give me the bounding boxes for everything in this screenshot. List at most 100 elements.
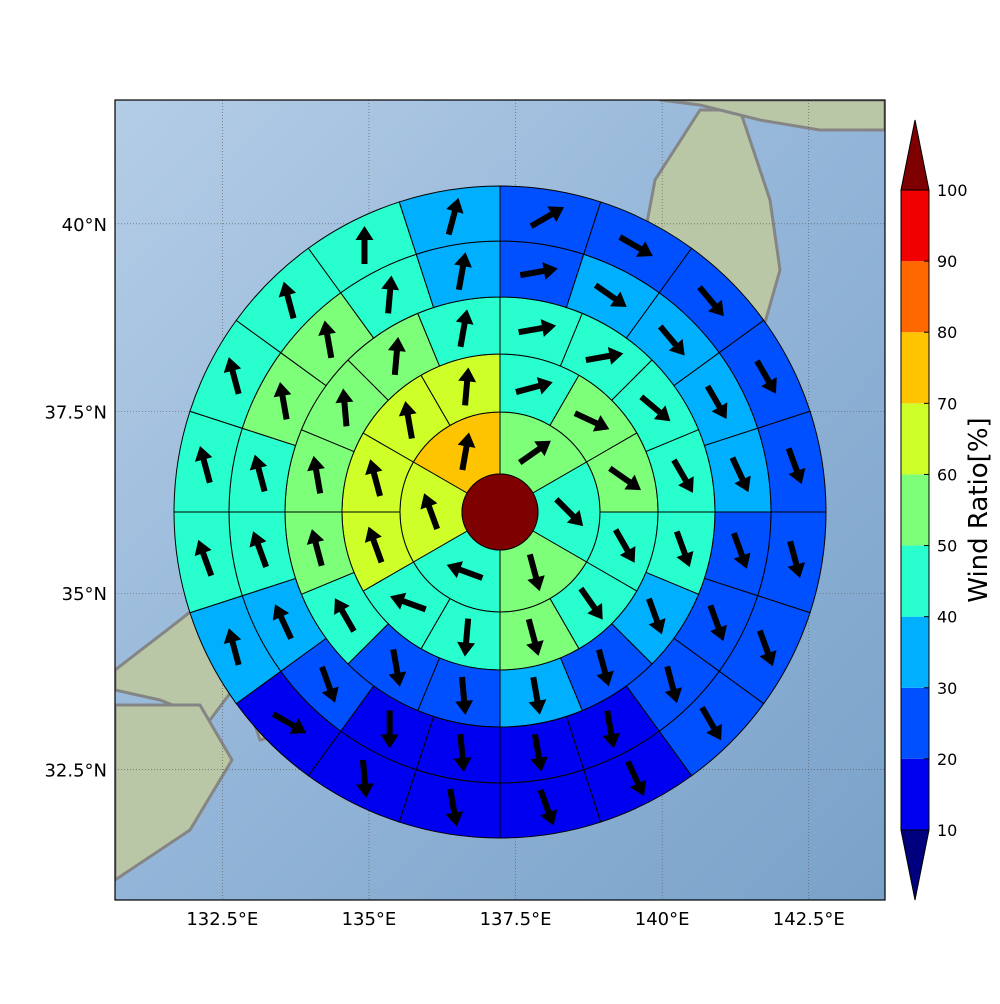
wind-arrow <box>578 586 603 620</box>
wind-arrow <box>457 432 476 471</box>
y-tick-label: 40°N <box>62 215 107 236</box>
wind-arrow <box>664 665 683 704</box>
colorbar-tick-label: 40 <box>937 608 957 627</box>
wind-arrow <box>381 275 400 314</box>
x-tick-label: 140°E <box>635 909 690 930</box>
wind-arrow <box>249 454 268 493</box>
colorbar-tick-label: 80 <box>937 323 957 342</box>
colorbar-bin <box>901 190 929 262</box>
wind-arrow <box>529 206 565 229</box>
wind-arrow <box>518 440 551 466</box>
wind-arrow <box>455 676 474 715</box>
wind-arrow <box>307 455 325 494</box>
x-tick-label: 137.5°E <box>480 909 552 930</box>
wind-arrow <box>380 710 399 749</box>
wind-arrow <box>625 760 647 797</box>
colorbar-extend-under <box>900 829 930 901</box>
wind-arrow <box>335 388 354 427</box>
wind-arrow <box>420 493 440 530</box>
wind-arrow <box>639 394 671 422</box>
wind-arrow <box>306 529 325 567</box>
colorbar-bin <box>901 332 929 404</box>
wind-arrow <box>528 676 547 715</box>
colorbar-frame <box>900 189 930 831</box>
wind-arrow <box>596 648 614 687</box>
colorbar-tick-label: 90 <box>937 252 957 271</box>
colorbar-bin <box>901 687 929 759</box>
wind-arrow <box>657 324 685 356</box>
colorbar-bin <box>901 403 929 475</box>
wind-arrow <box>515 377 553 395</box>
y-tick-label: 35°N <box>62 584 107 605</box>
colorbar-tick-label: 50 <box>937 537 957 556</box>
x-tick-label: 132.5°E <box>186 909 258 930</box>
wind-arrow <box>697 285 724 317</box>
wind-arrow <box>754 359 777 394</box>
wind-arrow <box>602 710 621 749</box>
wind-arrow <box>389 592 427 613</box>
x-tick-label: 135°E <box>342 909 397 930</box>
wind-arrow <box>278 281 297 320</box>
wind-arrow <box>618 234 653 257</box>
wind-arrow <box>518 319 557 337</box>
wind-arrow <box>671 458 694 493</box>
colorbar-bin <box>901 474 929 546</box>
land-hokkaido <box>658 100 885 132</box>
wind-arrow <box>365 459 383 497</box>
wind-arrow <box>272 604 294 640</box>
wind-arrow <box>787 540 806 579</box>
wind-arrow <box>554 497 584 527</box>
wind-arrow <box>525 618 544 656</box>
wind-arrow <box>608 465 641 491</box>
colorbar-tick-label: 10 <box>937 821 957 840</box>
colorbar-tick-label: 70 <box>937 394 957 413</box>
wind-arrow <box>271 711 307 734</box>
axis-ticks: 132.5°E 135°E 137.5°E 140°E 142.5°E 32.5°N 35°… <box>44 215 844 930</box>
y-tick-label: 37.5°N <box>44 403 107 424</box>
y-tick-label: 32.5°N <box>44 760 107 781</box>
wind-arrow <box>585 347 624 365</box>
wind-arrow <box>673 530 694 568</box>
map-frame <box>114 99 886 901</box>
wind-arrow <box>249 531 269 568</box>
wind-arrow <box>194 445 213 484</box>
colorbar: 10 20 30 40 50 60 70 80 90 100 <box>900 119 968 901</box>
colorbar-tick-label: 60 <box>937 465 957 484</box>
land-kyushu <box>115 703 234 882</box>
wind-arrow <box>731 532 751 569</box>
wind-arrow <box>387 337 406 376</box>
wind-arrow <box>388 648 407 687</box>
wind-arrow <box>223 628 242 666</box>
wind-arrow <box>457 618 476 657</box>
wind-arrow <box>319 665 339 703</box>
wind-arrow <box>646 597 666 635</box>
wind-arrow <box>707 604 728 642</box>
wind-arrow <box>453 733 472 772</box>
polar-cells <box>173 185 827 839</box>
wind-arrow <box>537 788 558 826</box>
wind-arrow <box>699 705 722 741</box>
wind-arrow <box>364 526 385 564</box>
wind-arrow <box>273 381 292 420</box>
colorbar-label: Wind Ratio[%] <box>964 417 994 602</box>
colorbar-tick-label: 20 <box>937 750 957 769</box>
colorbar-bin <box>901 261 929 333</box>
wind-arrow <box>454 252 472 291</box>
colorbar-bin <box>901 616 929 688</box>
x-tick-label: 142.5°E <box>773 909 845 930</box>
wind-arrow <box>519 262 558 280</box>
wind-arrow <box>526 553 545 592</box>
colorbar-tick-label: 30 <box>937 679 957 698</box>
wind-arrow <box>530 733 548 772</box>
wind-arrow <box>334 598 357 633</box>
center-circle <box>461 473 539 551</box>
wind-arrow <box>756 629 777 667</box>
wind-arrow <box>445 788 464 827</box>
wind-arrows <box>194 197 806 827</box>
wind-arrow <box>704 384 728 420</box>
wind-arrow <box>458 367 477 406</box>
wind-arrow <box>356 759 374 798</box>
wind-arrow <box>355 226 374 265</box>
colorbar-extend-over <box>900 119 930 191</box>
